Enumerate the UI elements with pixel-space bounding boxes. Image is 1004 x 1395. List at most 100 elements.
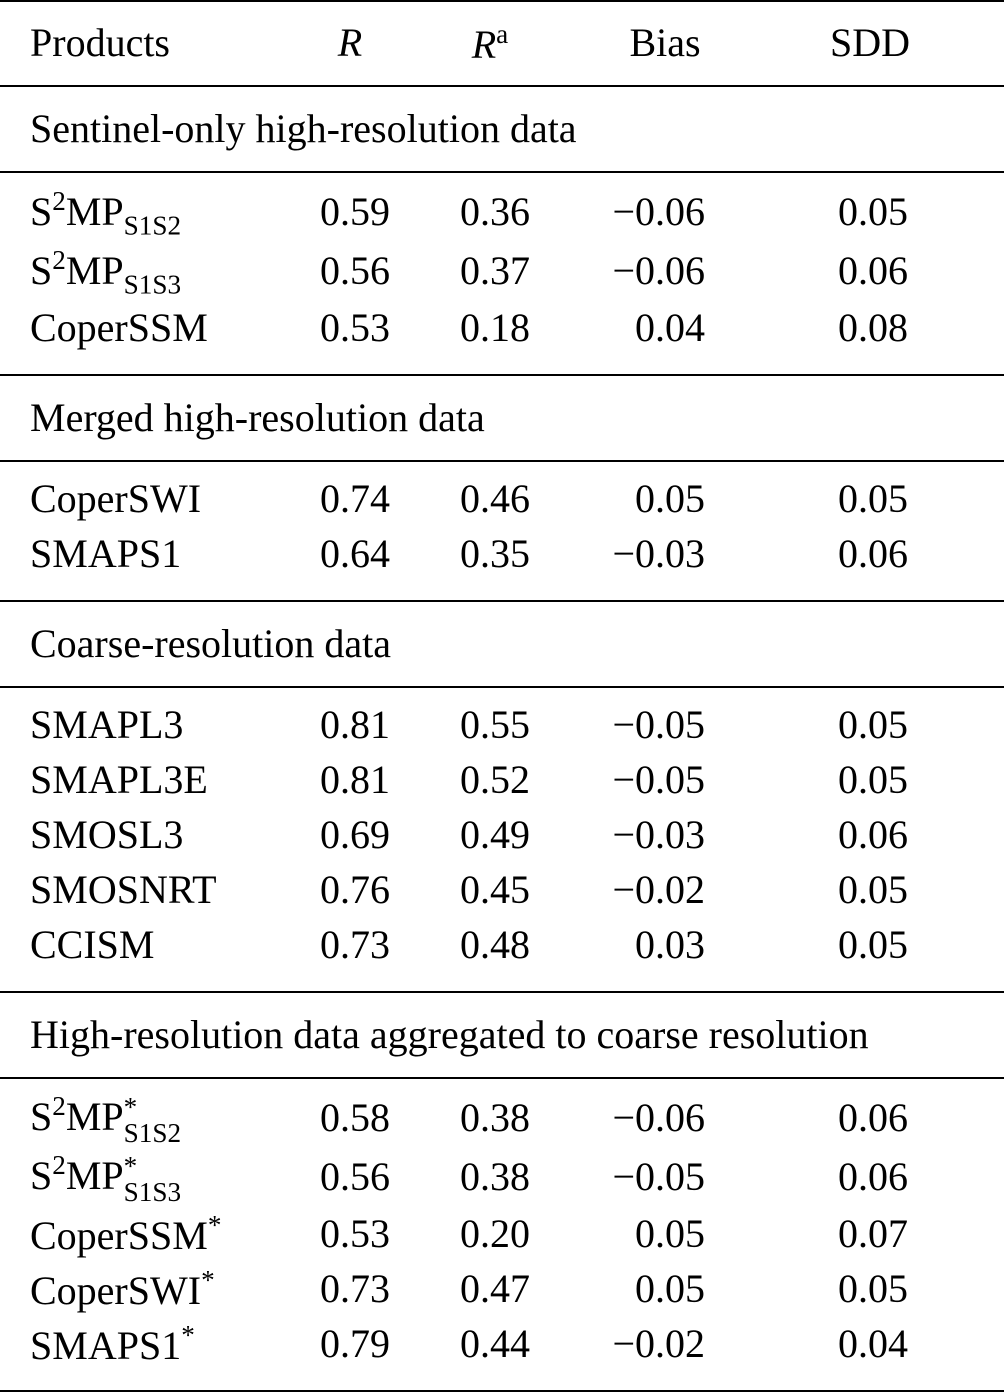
value-cell: 0.49 bbox=[460, 811, 530, 857]
product-text: S bbox=[30, 1152, 53, 1198]
subscript: S1S2 bbox=[123, 1118, 182, 1149]
superscript: 2 bbox=[52, 245, 66, 276]
value-cell: 0.56 bbox=[320, 1153, 390, 1199]
value-cell: 0.06 bbox=[838, 811, 908, 857]
value-cell: 0.73 bbox=[320, 1265, 390, 1311]
value-cell: 0.06 bbox=[838, 530, 908, 576]
value-cell: −0.06 bbox=[612, 247, 705, 293]
value-cell: −0.03 bbox=[612, 811, 705, 857]
value-cell: −0.05 bbox=[612, 701, 705, 747]
header-text: Bias bbox=[629, 20, 701, 65]
value-cell: 0.06 bbox=[838, 1153, 908, 1199]
sup-sub: * S1S2 bbox=[123, 1092, 182, 1149]
product-name: CoperSWI bbox=[30, 478, 201, 519]
value-cell: 0.53 bbox=[320, 304, 390, 350]
rule bbox=[0, 374, 1004, 376]
value-cell: 0.05 bbox=[635, 1210, 705, 1256]
product-text: MP bbox=[65, 248, 124, 294]
value-cell: 0.05 bbox=[838, 866, 908, 912]
product-text: S bbox=[30, 189, 53, 235]
product-name: SMOSL3 bbox=[30, 814, 183, 855]
rule bbox=[0, 85, 1004, 87]
subscript: S1S3 bbox=[123, 269, 182, 300]
header-cell: SDD bbox=[830, 23, 910, 63]
rule bbox=[0, 991, 1004, 993]
product-name: S2MP * S1S2 bbox=[30, 1090, 182, 1149]
superscript: 2 bbox=[52, 1149, 66, 1180]
value-cell: 0.79 bbox=[320, 1320, 390, 1366]
header-text: SDD bbox=[829, 20, 911, 65]
value-cell: 0.45 bbox=[460, 866, 530, 912]
product-name: CoperSSM bbox=[30, 304, 208, 350]
value-cell: 0.55 bbox=[460, 701, 530, 747]
product-text: SMAPS1 bbox=[30, 1322, 182, 1368]
header-cell: Bias bbox=[629, 23, 700, 63]
value-cell: 0.47 bbox=[460, 1265, 530, 1311]
value-cell: −0.03 bbox=[612, 530, 705, 576]
value-cell: 0.35 bbox=[460, 530, 530, 576]
product-text: SMAPL3 bbox=[30, 701, 184, 747]
value-cell: 0.05 bbox=[635, 1265, 705, 1311]
value-cell: 0.18 bbox=[460, 304, 530, 350]
value-cell: −0.02 bbox=[612, 866, 705, 912]
superscript: * bbox=[123, 1092, 138, 1123]
product-name: CoperSWI* bbox=[30, 1266, 215, 1311]
superscript: * bbox=[207, 1209, 222, 1240]
product-text: CoperSSM bbox=[30, 1212, 208, 1258]
value-cell: 0.81 bbox=[320, 756, 390, 802]
value-cell: 0.03 bbox=[635, 921, 705, 967]
superscript: * bbox=[123, 1151, 138, 1182]
rule bbox=[0, 0, 1004, 2]
value-cell: 0.04 bbox=[838, 1320, 908, 1366]
product-text: CoperSSM bbox=[30, 304, 208, 350]
value-cell: 0.46 bbox=[460, 475, 530, 521]
sup-sub: * S1S3 bbox=[123, 1151, 182, 1208]
value-cell: 0.81 bbox=[320, 701, 390, 747]
rule bbox=[0, 1077, 1004, 1079]
value-cell: −0.05 bbox=[612, 1153, 705, 1199]
subscript: S1S3 bbox=[123, 1177, 182, 1208]
rule bbox=[0, 1390, 1004, 1392]
product-name: SMAPL3 bbox=[30, 701, 184, 747]
product-text: MP bbox=[65, 1093, 124, 1139]
value-cell: 0.20 bbox=[460, 1210, 530, 1256]
value-cell: 0.38 bbox=[460, 1153, 530, 1199]
value-cell: 0.36 bbox=[460, 188, 530, 234]
product-name: SMAPL3E bbox=[30, 756, 208, 802]
value-cell: 0.64 bbox=[320, 530, 390, 576]
value-cell: −0.06 bbox=[612, 188, 705, 234]
product-name: S2MP * S1S3 bbox=[30, 1149, 182, 1208]
product-text: SMAPS1 bbox=[30, 530, 182, 576]
product-name: S2MPS1S2 bbox=[30, 188, 181, 240]
value-cell: −0.02 bbox=[612, 1320, 705, 1366]
header-cell: Products bbox=[30, 23, 170, 63]
section-heading: Coarse-resolution data bbox=[30, 621, 391, 666]
value-cell: 0.38 bbox=[460, 1094, 530, 1140]
value-cell: 0.56 bbox=[320, 247, 390, 293]
value-cell: 0.06 bbox=[838, 247, 908, 293]
value-cell: 0.74 bbox=[320, 475, 390, 521]
product-name: SMAPS1 bbox=[30, 530, 182, 576]
value-cell: 0.05 bbox=[838, 756, 908, 802]
value-cell: 0.05 bbox=[838, 188, 908, 234]
section-heading: High-resolution data aggregated to coars… bbox=[30, 1012, 869, 1057]
product-text: SMAPL3E bbox=[30, 756, 208, 802]
superscript: 2 bbox=[52, 1090, 66, 1121]
header-text: R bbox=[471, 21, 497, 67]
section-heading: Sentinel-only high-resolution data bbox=[30, 106, 577, 151]
value-cell: 0.05 bbox=[838, 475, 908, 521]
product-text: S bbox=[30, 248, 53, 294]
value-cell: 0.58 bbox=[320, 1094, 390, 1140]
header-text: R bbox=[337, 20, 363, 65]
header-text: Products bbox=[30, 20, 170, 65]
product-name: S2MPS1S3 bbox=[30, 247, 181, 299]
product-text: SMOSNRT bbox=[30, 866, 217, 912]
value-cell: 0.73 bbox=[320, 921, 390, 967]
product-text: S bbox=[30, 1093, 53, 1139]
value-cell: −0.06 bbox=[612, 1094, 705, 1140]
value-cell: 0.52 bbox=[460, 756, 530, 802]
product-text: MP bbox=[65, 1152, 124, 1198]
rule bbox=[0, 686, 1004, 688]
product-text: CCISM bbox=[30, 921, 155, 967]
